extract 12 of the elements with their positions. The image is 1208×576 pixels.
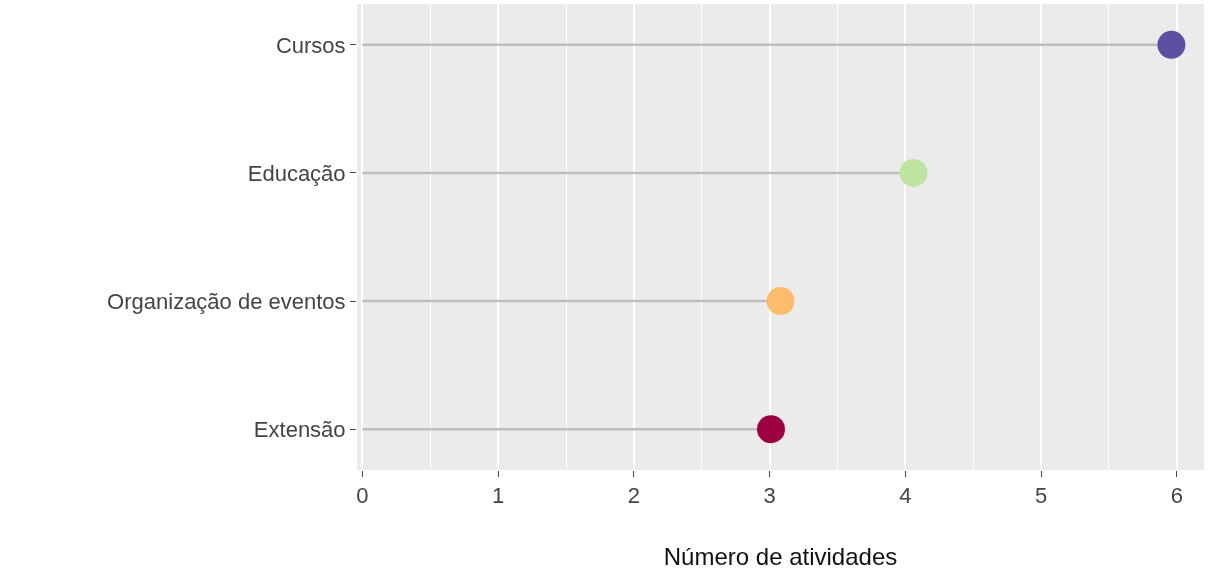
x-tick-label: 4 [899,483,912,509]
y-tick-label: Extensão [253,416,346,442]
y-tick-label: Educação [247,160,346,186]
x-tick-label: 1 [492,483,505,509]
x-tick-label: 6 [1170,483,1183,509]
y-tick-label: Cursos [275,32,346,58]
x-axis-title: Número de atividades [663,542,898,570]
y-tick-label: Organização de eventos [107,288,346,314]
x-tick-label: 3 [763,483,776,509]
x-tick-label: 2 [627,483,641,509]
x-tick-label: 5 [1034,483,1048,509]
x-tick-label: 0 [356,483,369,509]
